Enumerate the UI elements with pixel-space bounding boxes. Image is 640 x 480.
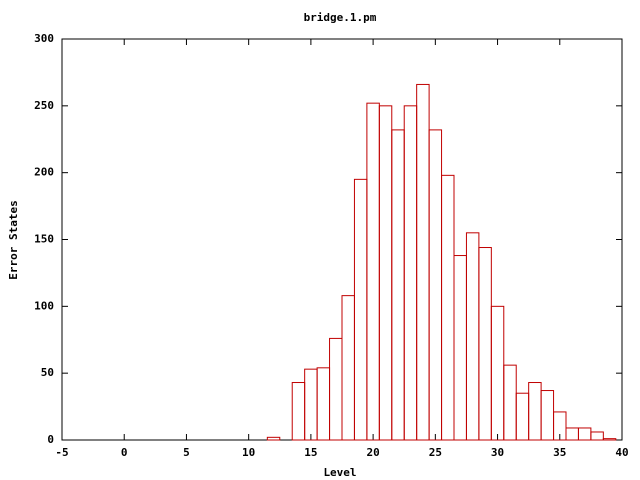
x-tick-label: 15 [304,446,317,459]
bar [553,411,567,441]
x-tick-label: 40 [615,446,628,459]
bar [378,105,393,441]
bar [528,382,542,441]
bar [590,431,604,441]
bar [490,305,505,441]
y-tick-label: 0 [47,433,54,446]
x-tick-label: 0 [121,446,128,459]
bar [316,367,331,441]
bar [291,382,306,441]
bar [441,174,455,441]
chart-title: bridge.1.pm [304,11,377,24]
y-tick-label: 250 [34,99,54,112]
bar [515,392,530,441]
x-tick-label: -5 [55,446,68,459]
bar [416,83,430,441]
bar [341,295,355,441]
bar [329,337,343,441]
y-tick-label: 200 [34,166,54,179]
x-tick-label: 20 [366,446,379,459]
y-tick-label: 150 [34,233,54,246]
bar [366,102,380,441]
x-tick-label: 25 [429,446,442,459]
x-axis-label: Level [323,466,356,479]
bar [465,232,480,441]
bar [266,436,281,441]
y-tick-label: 300 [34,32,54,45]
bar [602,438,617,441]
y-tick-label: 100 [34,299,54,312]
bar [503,364,517,441]
x-tick-label: 5 [183,446,190,459]
x-tick-label: 10 [242,446,255,459]
bar [565,427,579,441]
y-axis-label: Error States [7,200,20,279]
bar [403,105,418,441]
bar [428,129,443,441]
bar [353,178,368,441]
bar [540,390,555,441]
bar [304,368,318,441]
bar [478,247,492,441]
y-tick-label: 50 [41,366,54,379]
bar [391,129,405,441]
bar [577,427,592,441]
x-tick-label: 30 [491,446,504,459]
bar [453,255,467,441]
x-tick-label: 35 [553,446,566,459]
